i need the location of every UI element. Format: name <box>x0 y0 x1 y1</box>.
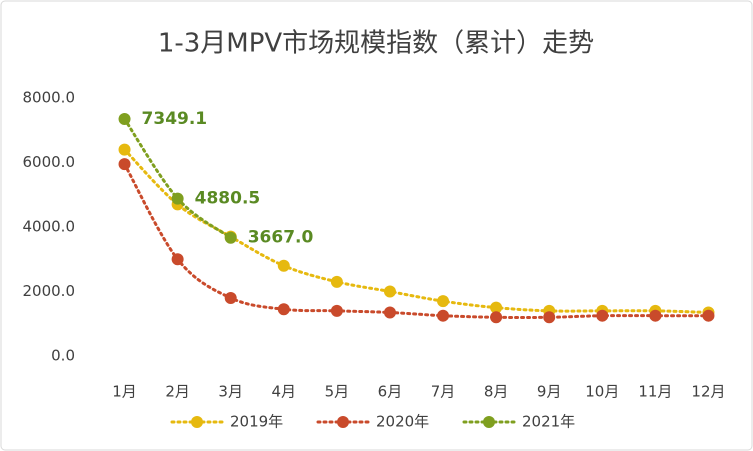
data-point <box>490 301 503 314</box>
x-tick-label: 4月 <box>272 383 297 401</box>
data-label: 7349.1 <box>142 109 208 129</box>
chart-title: 1-3月MPV市场规模指数（累计）走势 <box>158 29 594 59</box>
data-point <box>330 275 343 288</box>
data-point <box>383 306 396 319</box>
legend-marker <box>191 416 203 428</box>
x-tick-label: 7月 <box>431 383 456 401</box>
legend-label: 2019年 <box>230 413 283 431</box>
data-point <box>118 143 131 156</box>
data-point <box>490 311 503 324</box>
x-tick-label: 6月 <box>378 383 403 401</box>
x-tick-label: 10月 <box>585 383 619 401</box>
data-point <box>224 231 237 244</box>
legend-label: 2020年 <box>376 413 429 431</box>
x-tick-label: 3月 <box>218 383 243 401</box>
data-point <box>171 192 184 205</box>
data-point <box>224 291 237 304</box>
data-point <box>596 309 609 322</box>
data-label: 4880.5 <box>195 189 261 209</box>
data-point <box>171 253 184 266</box>
data-point <box>330 304 343 317</box>
legend-marker <box>483 416 495 428</box>
y-tick-label: 2000.0 <box>23 282 76 300</box>
y-tick-label: 6000.0 <box>23 153 76 171</box>
data-label: 3667.0 <box>248 228 314 248</box>
data-point <box>383 285 396 298</box>
data-point <box>437 309 450 322</box>
x-tick-label: 12月 <box>691 383 725 401</box>
data-point <box>649 309 662 322</box>
x-tick-label: 11月 <box>638 383 672 401</box>
data-point <box>277 303 290 316</box>
data-point <box>437 295 450 308</box>
x-tick-label: 5月 <box>325 383 350 401</box>
y-tick-label: 8000.0 <box>23 89 76 107</box>
y-tick-label: 4000.0 <box>23 218 76 236</box>
data-point <box>543 311 556 324</box>
legend-label: 2021年 <box>522 413 575 431</box>
data-point <box>118 158 131 171</box>
x-tick-label: 1月 <box>112 383 137 401</box>
data-point <box>277 259 290 272</box>
data-point <box>702 309 715 322</box>
data-point <box>118 112 131 125</box>
x-tick-label: 9月 <box>537 383 562 401</box>
x-tick-label: 2月 <box>165 383 190 401</box>
y-tick-label: 0.0 <box>51 347 75 365</box>
x-tick-label: 8月 <box>484 383 509 401</box>
legend-marker <box>337 416 349 428</box>
